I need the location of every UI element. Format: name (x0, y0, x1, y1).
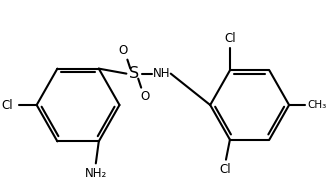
Text: NH: NH (153, 67, 171, 80)
Text: O: O (119, 44, 128, 57)
Text: NH₂: NH₂ (85, 167, 107, 180)
Text: Cl: Cl (219, 163, 231, 176)
Text: O: O (140, 90, 150, 103)
Text: Cl: Cl (1, 99, 13, 112)
Text: Cl: Cl (224, 32, 236, 45)
Text: S: S (129, 66, 139, 81)
Text: CH₃: CH₃ (307, 100, 326, 110)
